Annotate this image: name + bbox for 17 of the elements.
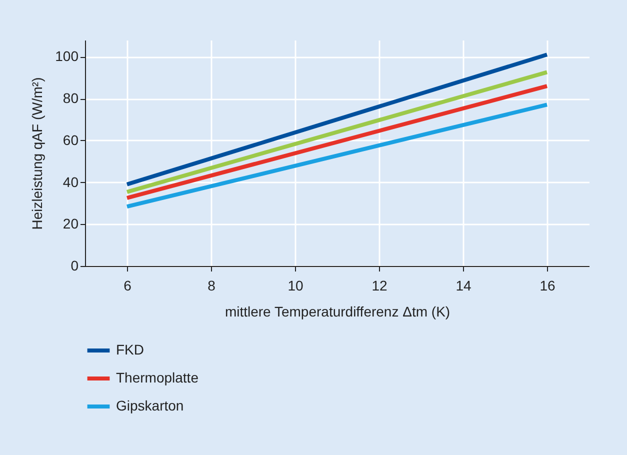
y-tick-label: 100 <box>55 48 79 64</box>
legend-label: Gipskarton <box>116 398 184 414</box>
y-tick-label: 20 <box>62 216 79 232</box>
x-tick-label: 12 <box>372 278 388 294</box>
x-tick-label: 16 <box>540 278 556 294</box>
y-tick-label: 0 <box>70 258 79 274</box>
x-axis-title: mittlere Temperaturdifferenz Δtm (K) <box>224 304 450 320</box>
y-tick-label: 60 <box>62 132 79 148</box>
x-tick-label: 10 <box>288 278 304 294</box>
y-tick-label: 40 <box>62 174 79 190</box>
x-tick-label: 14 <box>456 278 472 294</box>
x-tick-label: 8 <box>208 278 216 294</box>
x-tick-label: 6 <box>124 278 132 294</box>
y-tick-label: 80 <box>62 90 79 106</box>
y-axis-title: Heizleistung qAF (W/m²) <box>29 77 46 230</box>
legend-label: FKD <box>116 342 144 358</box>
legend-label: Thermoplatte <box>116 370 199 386</box>
